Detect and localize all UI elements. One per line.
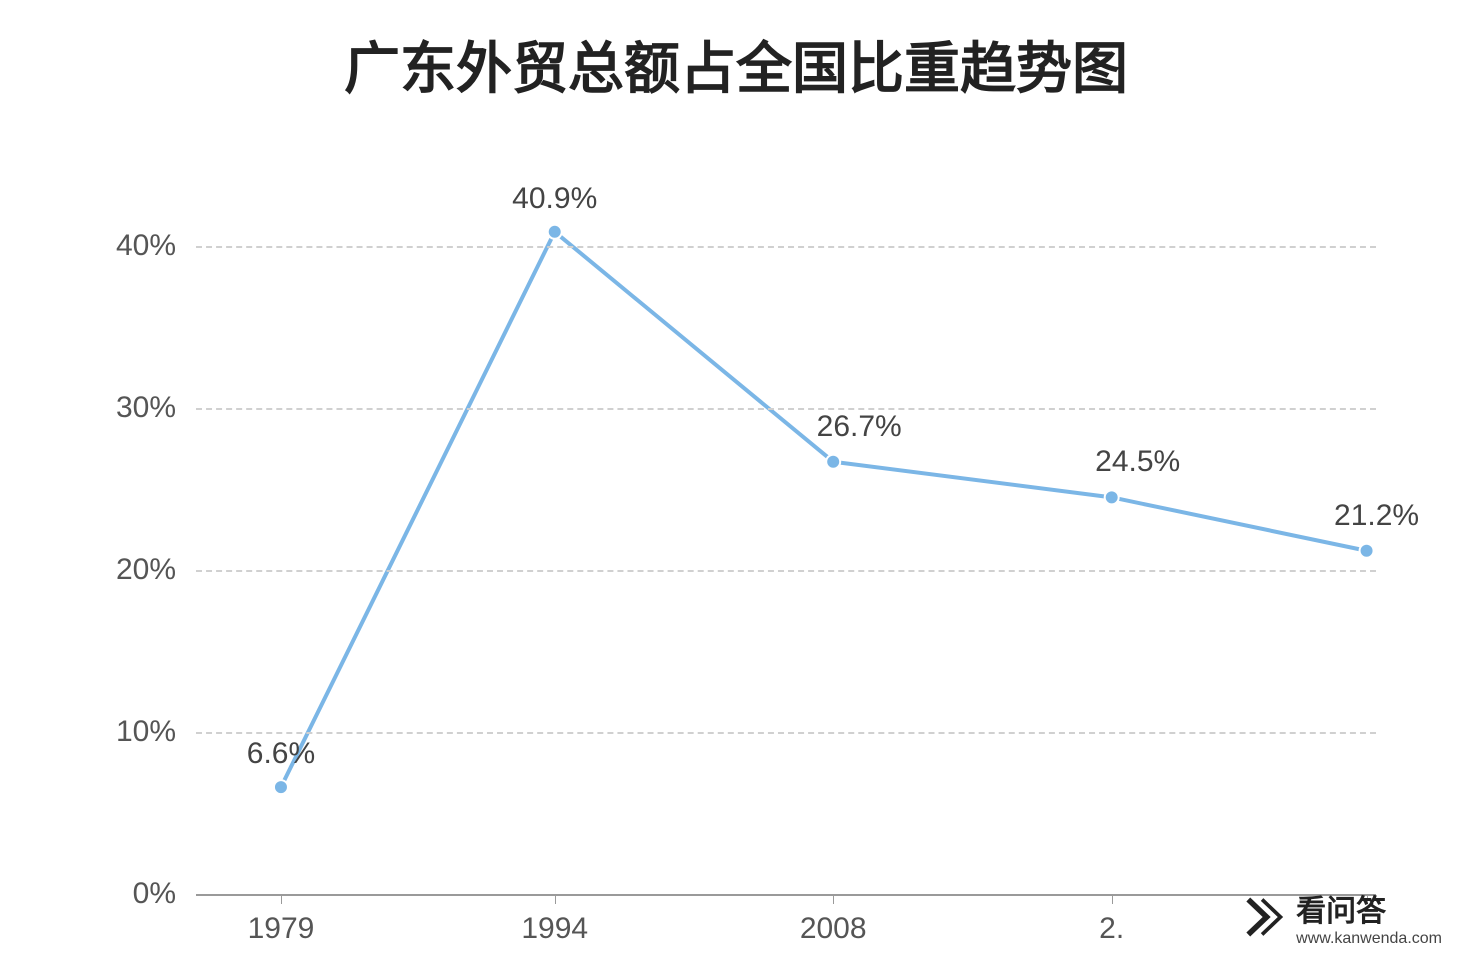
data-label: 26.7%	[817, 410, 902, 444]
data-label: 6.6%	[247, 737, 315, 771]
x-tick-mark	[1112, 894, 1113, 904]
watermark-text: 看问答 www.kanwenda.com	[1296, 886, 1442, 948]
y-tick-label: 10%	[116, 715, 176, 749]
series-line	[281, 232, 1367, 787]
watermark: 看问答 www.kanwenda.com	[1240, 886, 1442, 948]
chart-title: 广东外贸总额占全国比重趋势图	[0, 24, 1472, 105]
data-point	[274, 780, 288, 794]
data-point	[548, 225, 562, 239]
watermark-url: www.kanwenda.com	[1296, 930, 1442, 948]
data-label: 21.2%	[1334, 499, 1419, 533]
x-tick-mark	[833, 894, 834, 904]
x-tick-label: 2.	[1099, 912, 1124, 946]
y-tick-label: 30%	[116, 391, 176, 425]
plot-area: 0%10%20%30%40%1979199420082.6.6%40.9%26.…	[196, 214, 1376, 894]
chart-root: 广东外贸总额占全国比重趋势图 0%10%20%30%40%19791994200…	[0, 0, 1472, 978]
x-tick-mark	[555, 894, 556, 904]
data-point	[826, 455, 840, 469]
y-tick-label: 20%	[116, 553, 176, 587]
y-tick-label: 0%	[133, 877, 176, 911]
gridline	[196, 732, 1376, 734]
x-tick-label: 2008	[800, 912, 867, 946]
data-label: 40.9%	[512, 182, 597, 216]
gridline	[196, 246, 1376, 248]
data-label: 24.5%	[1095, 445, 1180, 479]
x-axis-line	[196, 894, 1376, 896]
gridline	[196, 408, 1376, 410]
data-point	[1360, 544, 1374, 558]
watermark-title: 看问答	[1296, 886, 1442, 930]
x-tick-mark	[281, 894, 282, 904]
watermark-logo-icon	[1240, 894, 1286, 940]
y-tick-label: 40%	[116, 229, 176, 263]
line-series	[196, 214, 1376, 894]
data-point	[1105, 490, 1119, 504]
gridline	[196, 570, 1376, 572]
x-tick-label: 1994	[521, 912, 588, 946]
x-tick-label: 1979	[248, 912, 315, 946]
